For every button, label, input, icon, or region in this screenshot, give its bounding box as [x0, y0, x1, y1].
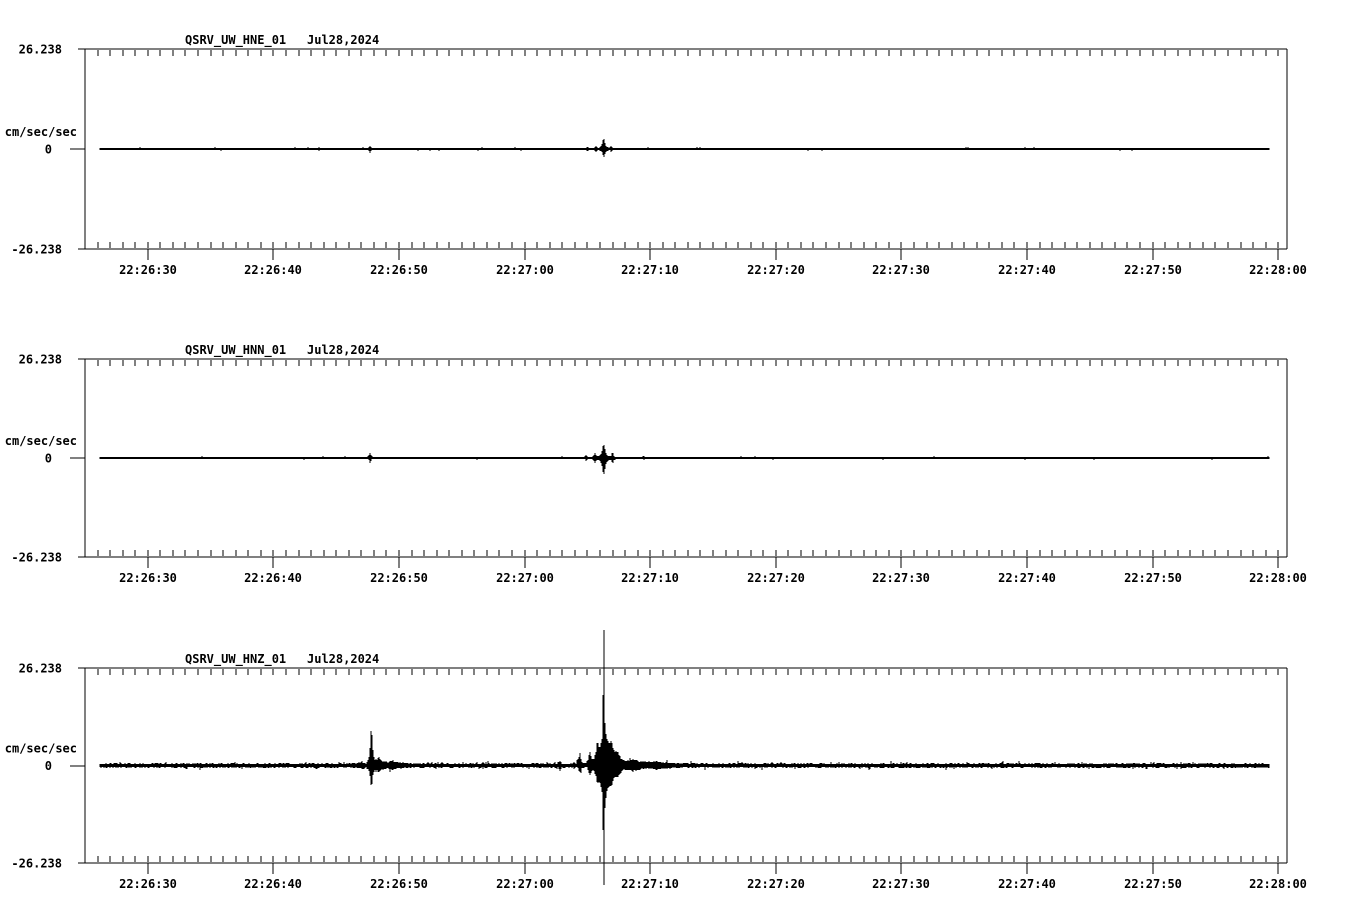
y-tick-label-max: 26.238 [19, 662, 62, 676]
axis-box [70, 48, 1288, 250]
y-axis-units-label: cm/sec/sec [5, 125, 77, 139]
x-tick-label: 22:26:50 [370, 571, 428, 585]
x-tick-label: 22:27:10 [621, 571, 679, 585]
panel-QSRV_UW_HNN_01: 22:26:30 22:26:40 22:26:50 22:27:00 22:27:10… [5, 343, 1307, 585]
axis-ticks [97, 50, 1279, 260]
y-tick-label-zero: 0 [45, 452, 52, 466]
x-tick-label: 22:27:50 [1124, 263, 1182, 277]
x-tick-label: 22:27:20 [747, 263, 805, 277]
y-tick-label-min: -26.238 [11, 551, 62, 565]
x-tick-label: 22:27:40 [998, 263, 1056, 277]
y-tick-label-min: -26.238 [11, 857, 62, 871]
x-tick-label: 22:27:20 [747, 571, 805, 585]
trace-QSRV_UW_HNN_01 [99, 445, 1270, 474]
panel-title-date: Jul28,2024 [307, 33, 379, 47]
trace-QSRV_UW_HNE_01 [99, 139, 1270, 157]
panel-QSRV_UW_HNE_01: 22:26:30 22:26:40 22:26:50 22:27:00 22:27:10… [5, 33, 1307, 277]
x-tick-label: 22:27:30 [872, 263, 930, 277]
x-tick-label: 22:27:50 [1124, 571, 1182, 585]
axis-box [70, 667, 1288, 864]
x-tick-label: 22:26:30 [119, 571, 177, 585]
x-tick-label: 22:26:50 [370, 263, 428, 277]
panel-title-station: QSRV_UW_HNN_01 [185, 343, 286, 358]
x-tick-label: 22:26:40 [244, 571, 302, 585]
y-tick-label-max: 26.238 [19, 353, 62, 367]
x-tick-label: 22:26:50 [370, 877, 428, 891]
x-tick-label: 22:27:00 [496, 263, 554, 277]
x-tick-label: 22:26:30 [119, 877, 177, 891]
axis-ticks [97, 669, 1279, 874]
x-tick-label: 22:27:30 [872, 571, 930, 585]
x-tick-label: 22:28:00 [1249, 263, 1307, 277]
x-tick-label: 22:27:40 [998, 571, 1056, 585]
x-tick-label: 22:28:00 [1249, 877, 1307, 891]
x-tick-label: 22:28:00 [1249, 571, 1307, 585]
x-tick-label: 22:26:30 [119, 263, 177, 277]
x-tick-label: 22:27:00 [496, 571, 554, 585]
x-tick-label: 22:26:40 [244, 877, 302, 891]
x-tick-label: 22:27:50 [1124, 877, 1182, 891]
y-axis-units-label: cm/sec/sec [5, 434, 77, 448]
x-tick-label: 22:27:10 [621, 263, 679, 277]
y-tick-label-zero: 0 [45, 143, 52, 157]
panel-QSRV_UW_HNZ_01: 22:26:30 22:26:40 22:26:50 22:27:00 22:27:10… [5, 630, 1307, 891]
y-tick-label-zero: 0 [45, 759, 52, 773]
trace-QSRV_UW_HNZ_01 [99, 630, 1270, 885]
x-tick-label: 22:26:40 [244, 263, 302, 277]
panel-title-station: QSRV_UW_HNZ_01 [185, 652, 286, 667]
y-axis-units-label: cm/sec/sec [5, 742, 77, 756]
x-tick-label: 22:27:10 [621, 877, 679, 891]
panel-title-date: Jul28,2024 [307, 343, 379, 357]
axis-ticks [97, 360, 1279, 568]
x-tick-label: 22:27:00 [496, 877, 554, 891]
x-tick-label: 22:27:30 [872, 877, 930, 891]
axis-box [70, 358, 1288, 558]
y-tick-label-min: -26.238 [11, 243, 62, 257]
x-tick-label: 22:27:40 [998, 877, 1056, 891]
x-tick-label: 22:27:20 [747, 877, 805, 891]
y-tick-label-max: 26.238 [19, 43, 62, 57]
panel-title-date: Jul28,2024 [307, 652, 379, 666]
panel-title-station: QSRV_UW_HNE_01 [185, 33, 286, 48]
